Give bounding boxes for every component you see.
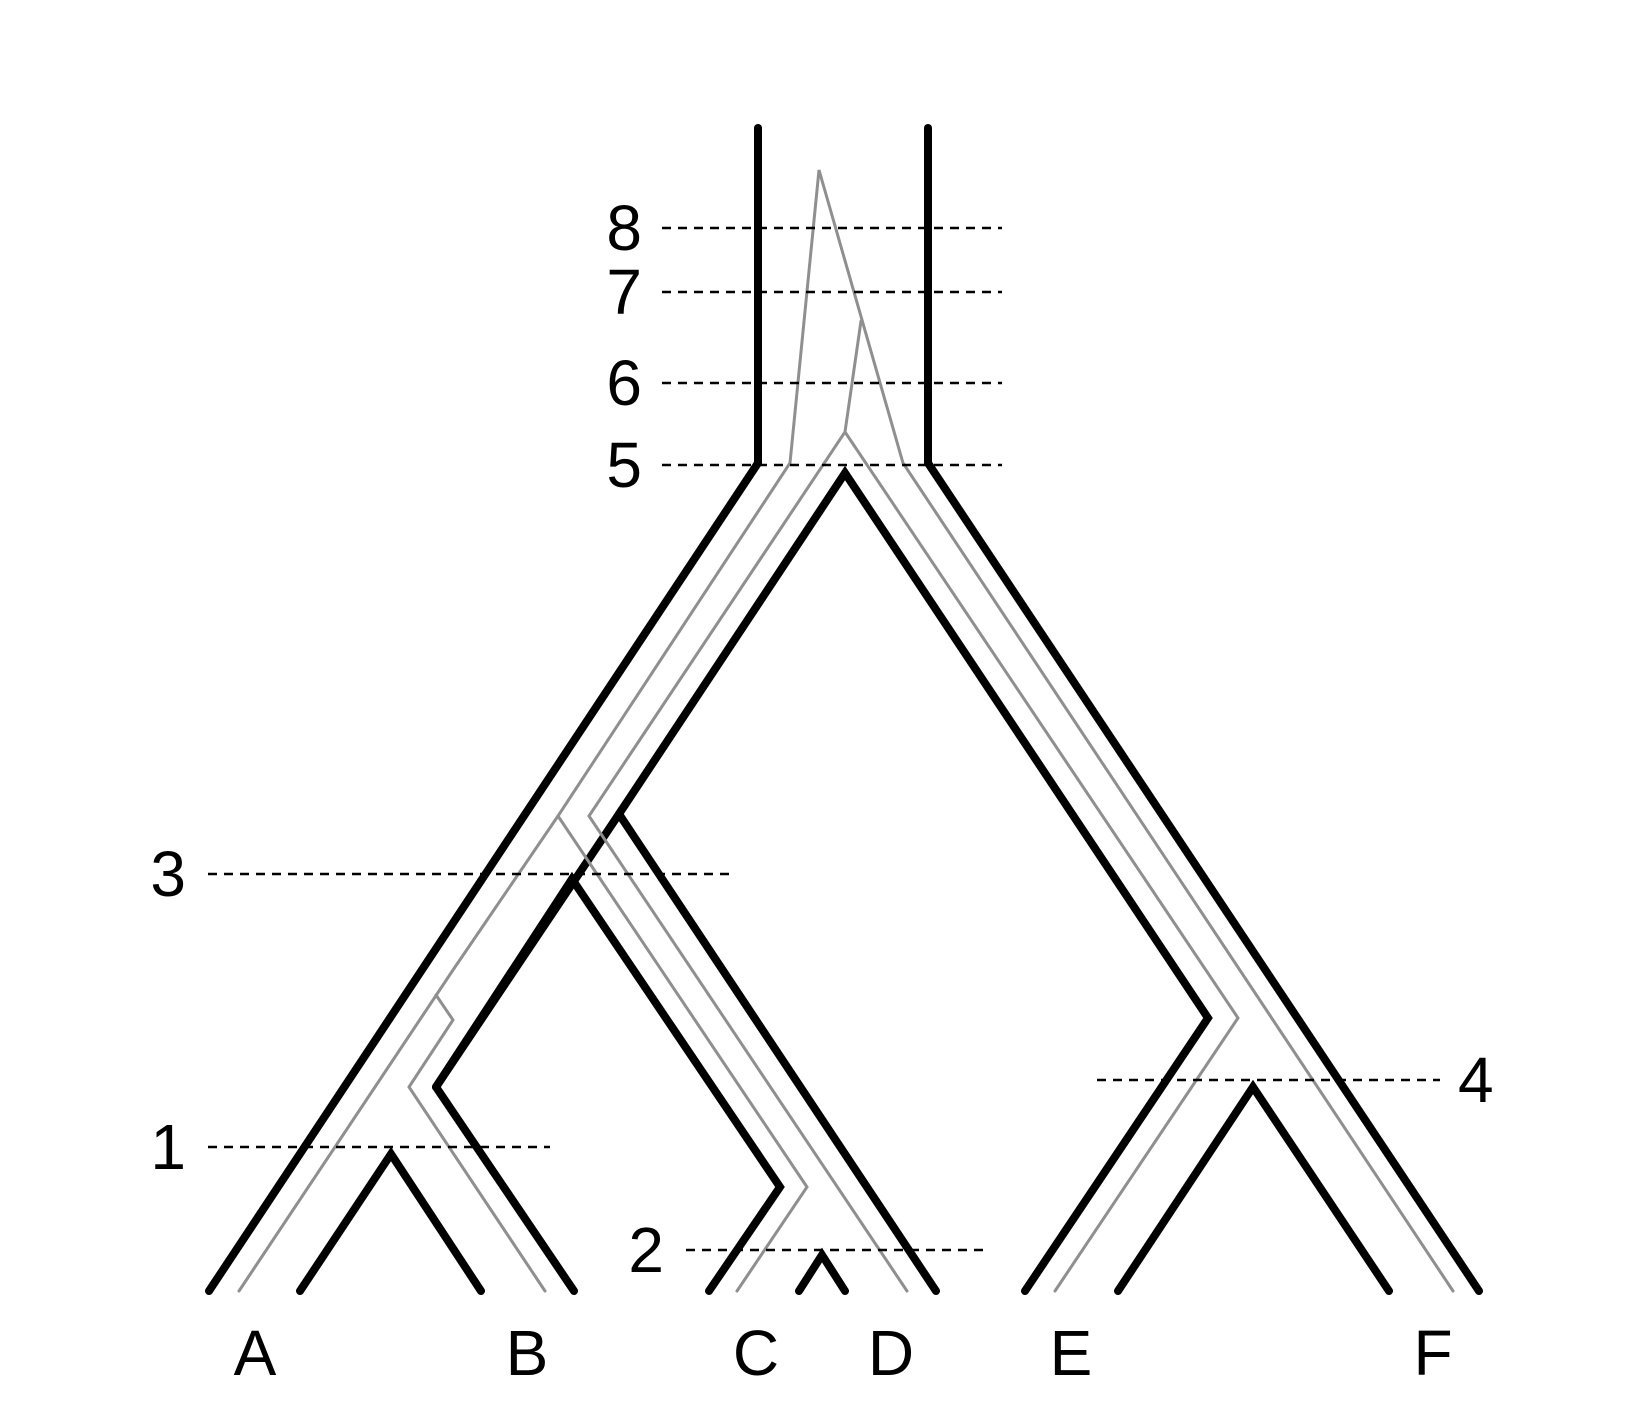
species-tree-b-outer-edge: [432, 1083, 578, 1295]
time-labels: 8 7 6 5 3 4 1 2: [150, 192, 1493, 1286]
species-tree-root-inner-crotch: [615, 465, 1213, 1295]
time-lines: [208, 226, 1440, 1252]
time-label-1: 1: [150, 1111, 186, 1183]
gene-tree: [237, 169, 1455, 1293]
taxon-label-b: B: [506, 1317, 549, 1389]
species-tree-cd-inner-crotch: [432, 871, 785, 1295]
gene-lineage-e: [843, 430, 1240, 1293]
taxon-label-c: C: [733, 1317, 779, 1389]
gene-lineage-d: [587, 319, 909, 1293]
gene-lineage-b: [407, 993, 547, 1293]
time-label-2: 2: [628, 1214, 664, 1286]
species-tree-cd-crotch: [795, 1247, 849, 1295]
time-label-3: 3: [150, 838, 186, 910]
taxon-label-d: D: [868, 1317, 914, 1389]
taxon-label-f: F: [1413, 1317, 1452, 1389]
species-tree: [205, 124, 1483, 1295]
taxon-label-e: E: [1050, 1317, 1093, 1389]
taxon-labels: A B C D E F: [234, 1317, 1453, 1389]
species-tree-ef-crotch: [1114, 1079, 1393, 1295]
gene-lineage-a-to-root: [237, 169, 1455, 1293]
time-label-8: 8: [606, 192, 642, 264]
species-tree-outer-right-outline: [924, 459, 1483, 1295]
species-tree-outer-left-outline: [205, 459, 762, 1295]
time-label-7: 7: [606, 256, 642, 328]
gene-lineage-c: [556, 814, 809, 1293]
time-label-5: 5: [606, 429, 642, 501]
taxon-label-a: A: [234, 1317, 277, 1389]
species-tree-ab-crotch: [296, 1146, 485, 1295]
time-label-6: 6: [606, 347, 642, 419]
time-label-4: 4: [1458, 1044, 1494, 1116]
